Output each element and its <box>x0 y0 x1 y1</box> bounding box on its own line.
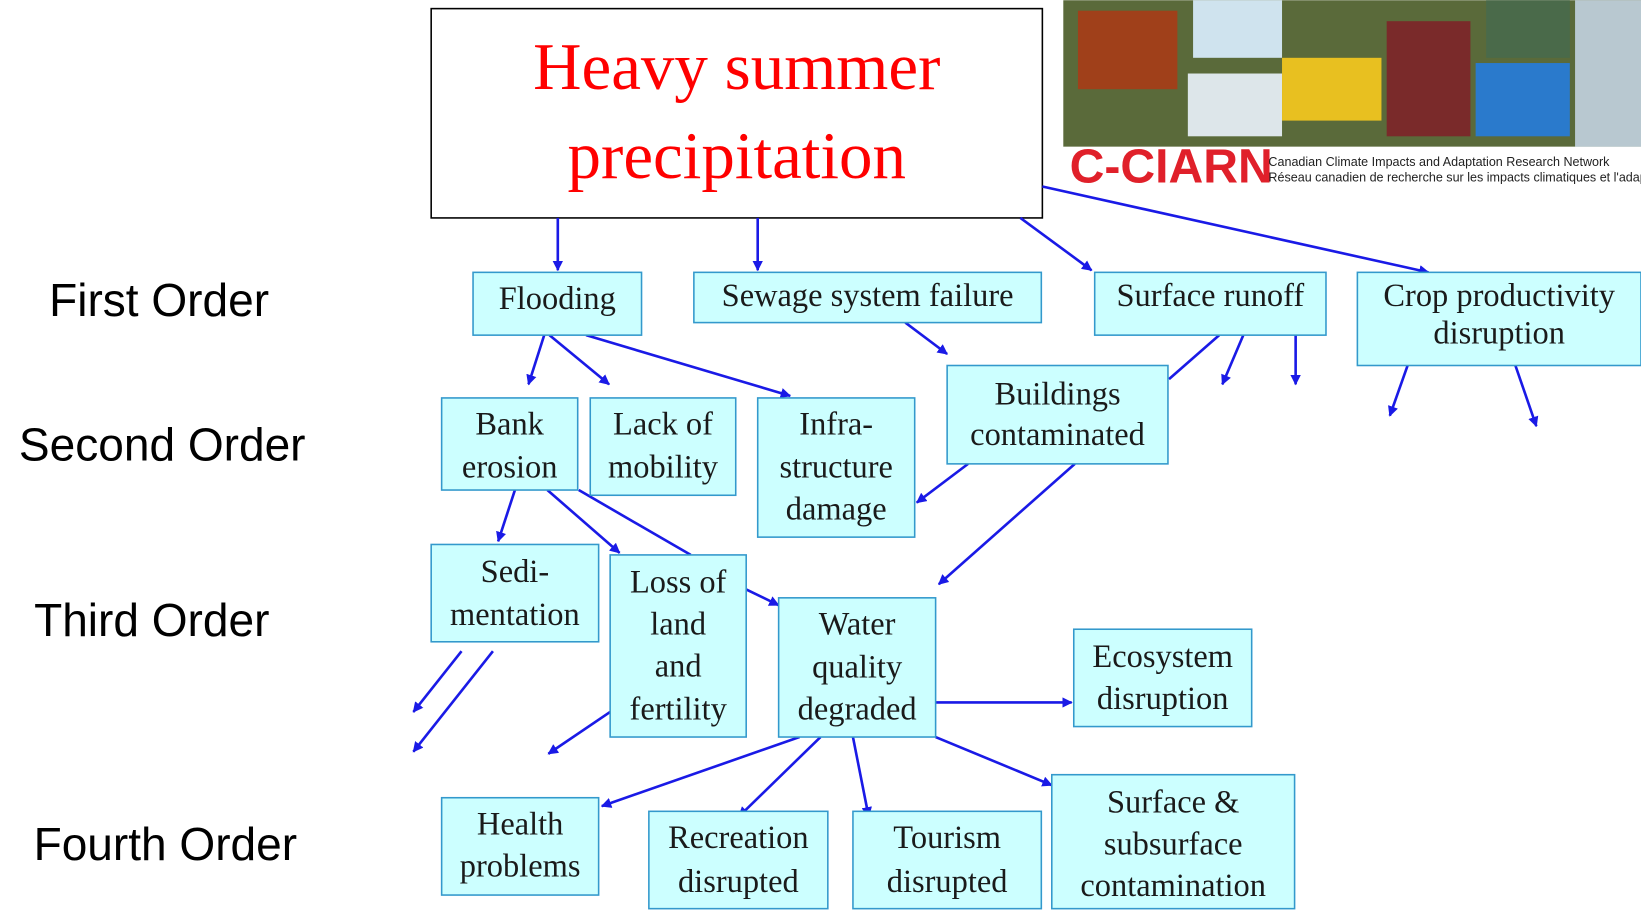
node-label: Flooding <box>499 281 616 317</box>
node-label: subsurface <box>1104 826 1243 862</box>
title-box <box>430 7 1044 219</box>
arrow <box>548 334 610 386</box>
arrow <box>526 334 546 386</box>
arrow <box>904 321 948 356</box>
arrow <box>600 735 801 808</box>
arrow <box>496 489 517 543</box>
logo-name: C-CIARN <box>1070 140 1273 194</box>
node-box <box>1093 271 1327 336</box>
node-label: damage <box>786 491 887 527</box>
node-label: Sedi- <box>481 554 549 590</box>
arrow <box>412 650 494 753</box>
node-label: Bank <box>475 407 544 443</box>
logo-line: Canadian Climate Impacts and Adaptation … <box>1268 155 1610 169</box>
node-label: Surface & <box>1107 784 1239 820</box>
node-box <box>430 543 600 643</box>
node-box <box>440 397 579 491</box>
node-label: Surface runoff <box>1117 278 1305 314</box>
arrow <box>1514 365 1539 428</box>
node-label: Loss of <box>630 565 727 601</box>
order-label: Fourth Order <box>34 818 298 870</box>
node-label: Water <box>819 607 896 643</box>
node-box <box>648 810 829 910</box>
arrow <box>585 333 792 399</box>
order-label: First Order <box>49 274 269 326</box>
node-box <box>1072 628 1253 728</box>
node-label: Ecosystem <box>1092 639 1233 675</box>
node-box <box>609 554 747 738</box>
node-label: Lack of <box>613 407 713 443</box>
arrow <box>745 588 780 607</box>
node-box <box>946 364 1169 465</box>
node-label: contaminated <box>970 417 1145 453</box>
node-label: fertility <box>630 691 728 727</box>
node-label: disrupted <box>678 864 799 900</box>
node-box <box>693 271 1043 324</box>
arrow <box>1388 365 1409 417</box>
arrow <box>851 736 872 818</box>
node-label: Health <box>477 806 563 842</box>
node-label: Sewage system failure <box>722 278 1014 314</box>
node-label: Buildings <box>994 376 1120 412</box>
arrow <box>1221 334 1245 386</box>
arrow <box>412 650 463 713</box>
order-label: Third Order <box>34 594 269 646</box>
node-label: disruption <box>1433 316 1565 352</box>
node-label: Recreation <box>668 820 808 856</box>
node-label: Infra- <box>799 407 873 443</box>
node-label: Tourism <box>893 820 1001 856</box>
arrow <box>935 735 1053 787</box>
node-box <box>440 796 600 896</box>
arrow <box>1168 334 1221 381</box>
node-label: disruption <box>1097 681 1229 717</box>
node-box <box>1356 271 1641 367</box>
node-label: and <box>655 648 702 684</box>
node-box <box>472 271 643 336</box>
photo-collage <box>1063 0 1641 198</box>
node-label: Crop productivity <box>1383 278 1615 314</box>
node-label: disrupted <box>887 864 1008 900</box>
order-label: Second Order <box>19 418 306 470</box>
node-label: quality <box>812 649 903 685</box>
node-label: problems <box>460 848 581 884</box>
arrow <box>737 736 822 818</box>
title-line: precipitation <box>568 119 906 193</box>
arrow <box>1042 185 1430 276</box>
node-label: mentation <box>450 597 580 633</box>
node-box <box>777 597 937 738</box>
node-label: mobility <box>608 450 719 486</box>
node-label: degraded <box>798 691 917 727</box>
title-line: Heavy summer <box>533 30 940 104</box>
arrow <box>1019 216 1093 272</box>
node-box <box>852 810 1043 910</box>
node-label: structure <box>779 450 892 486</box>
node-label: erosion <box>462 450 558 486</box>
arrow <box>578 488 692 557</box>
arrow <box>915 462 969 504</box>
node-label: land <box>650 607 706 643</box>
logo-line: Réseau canadien de recherche sur les imp… <box>1268 170 1641 184</box>
node-box <box>756 397 916 538</box>
arrow <box>937 462 1076 586</box>
arrow <box>546 489 621 554</box>
node-box <box>589 397 737 497</box>
arrow <box>547 710 611 755</box>
node-label: contamination <box>1080 868 1266 904</box>
node-box <box>1051 773 1296 910</box>
